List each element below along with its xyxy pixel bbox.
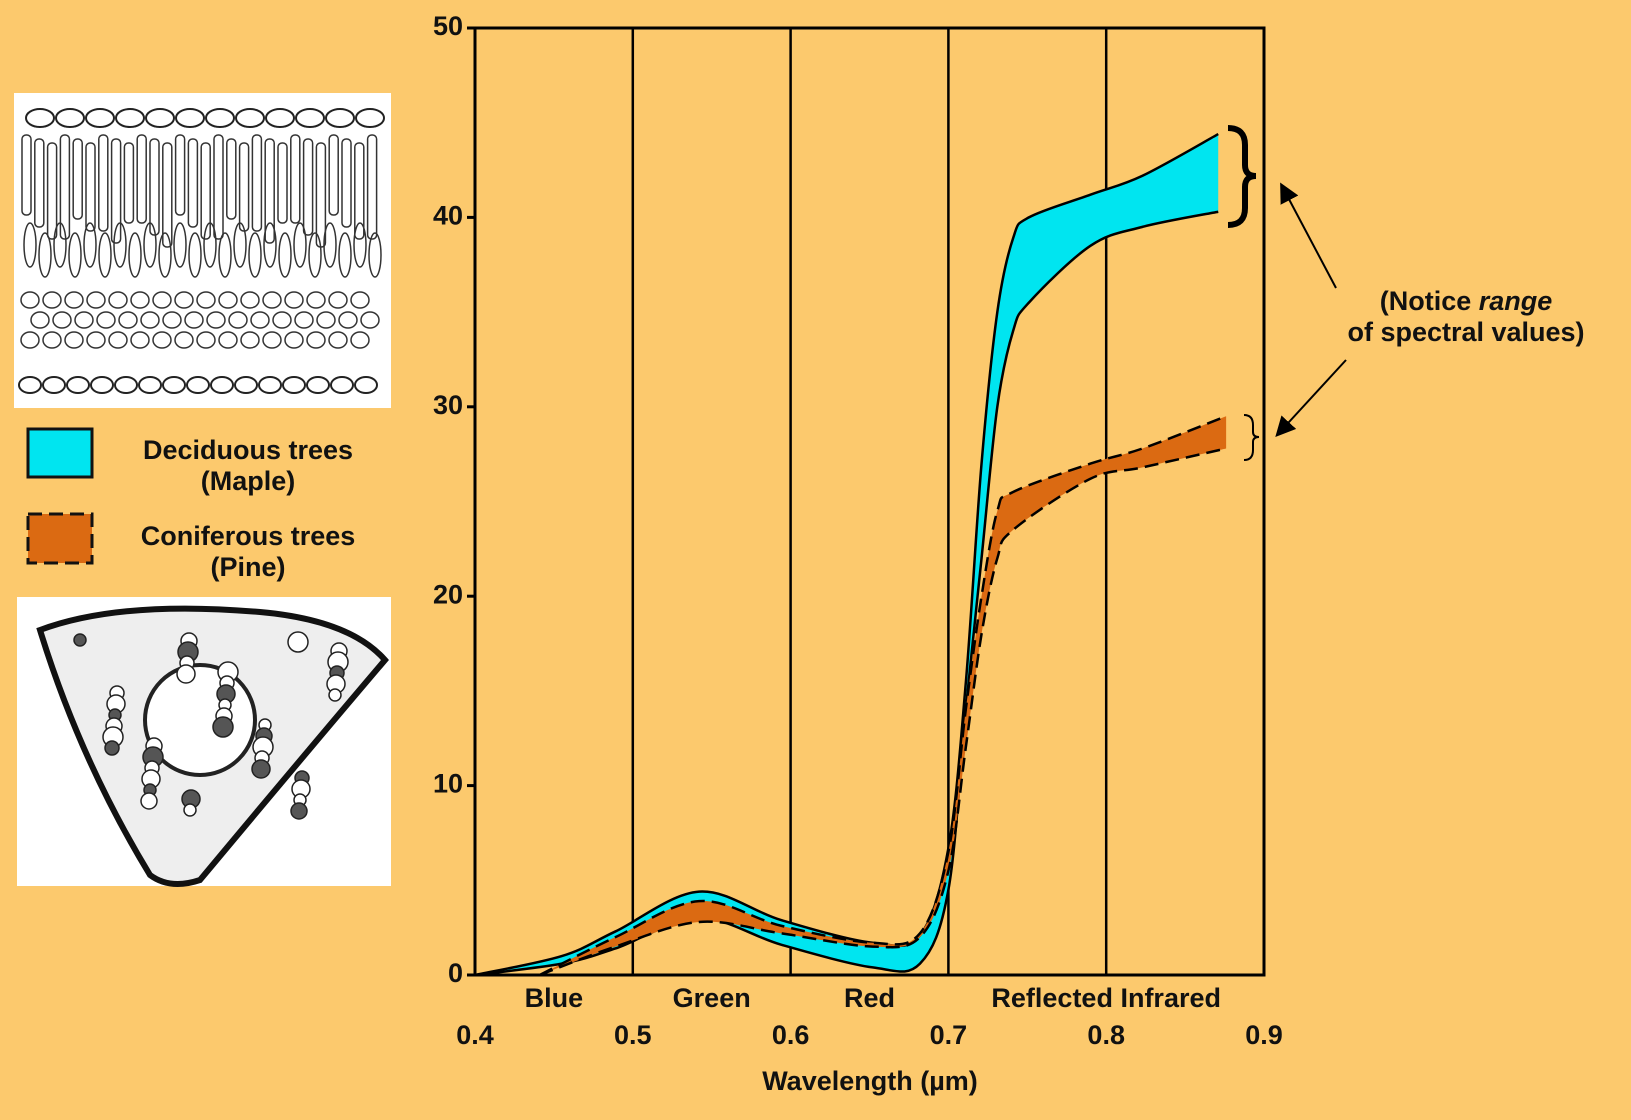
annotation: (Notice range [1380, 286, 1553, 316]
y-tick-label: 20 [433, 579, 463, 609]
band-label: Red [844, 983, 895, 1013]
chart: Deciduous trees (Maple) Coniferous trees… [0, 0, 1631, 1120]
legend-swatch [28, 429, 92, 477]
legend-sublabel: (Pine) [210, 552, 285, 582]
x-tick-label: 0.9 [1245, 1020, 1283, 1050]
band-label: Green [673, 983, 751, 1013]
x-axis-label: Wavelength (µm) [762, 1066, 978, 1096]
needle-cell [74, 634, 86, 646]
needle-cell [252, 760, 270, 778]
annotation-italic: range [1479, 286, 1553, 316]
x-tick-label: 0.5 [614, 1020, 652, 1050]
needle-cell [213, 717, 233, 737]
needle-cell [141, 793, 157, 809]
y-tick-label: 30 [433, 390, 463, 420]
x-tick-label: 0.6 [772, 1020, 810, 1050]
leaf-panel [14, 93, 391, 408]
needle-illustration [17, 597, 391, 886]
annotation: of spectral values) [1347, 317, 1584, 347]
legend-label: Deciduous trees [143, 435, 353, 465]
x-tick-label: 0.7 [930, 1020, 968, 1050]
y-tick-label: 40 [433, 201, 463, 231]
leaf-illustration [14, 93, 391, 408]
needle-cell [288, 632, 308, 652]
y-tick-label: 0 [448, 958, 463, 988]
x-tick-label: 0.8 [1087, 1020, 1125, 1050]
needle-cell [184, 804, 196, 816]
page: {"chart_data": {"type": "range", "xlabel… [0, 0, 1631, 1120]
needle-cell [291, 803, 307, 819]
band-label: Reflected Infrared [991, 983, 1221, 1013]
y-tick-label: 50 [433, 11, 463, 41]
annotation-text: (Notice [1380, 286, 1472, 316]
needle-cell [105, 741, 119, 755]
needle-cell [329, 689, 341, 701]
x-tick-label: 0.4 [456, 1020, 494, 1050]
legend-label: Coniferous trees [141, 521, 356, 551]
needle-cell [177, 665, 195, 683]
legend-swatch [28, 514, 92, 563]
band-label: Blue [525, 983, 584, 1013]
legend-sublabel: (Maple) [201, 466, 296, 496]
y-tick-label: 10 [433, 769, 463, 799]
